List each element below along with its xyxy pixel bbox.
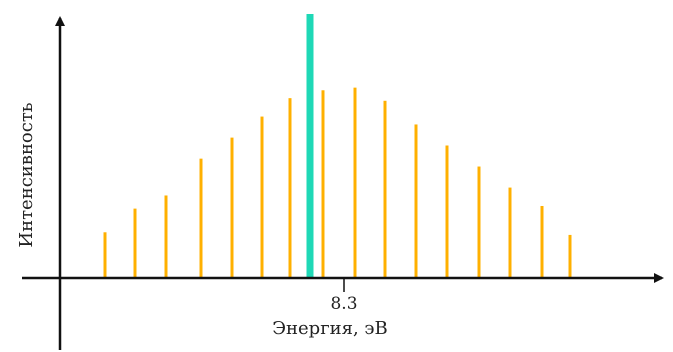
peak-bar <box>306 14 314 277</box>
spectrum-bar <box>477 166 481 277</box>
spectrum-bar <box>321 90 325 278</box>
spectrum-bar <box>568 234 572 277</box>
spectrum-bar <box>288 98 292 277</box>
spectrum-bar <box>540 205 544 277</box>
spectrum-bar <box>353 87 357 277</box>
bars-group <box>103 14 572 278</box>
spectrum-bar <box>414 124 418 278</box>
y-axis-label: Интенсивность <box>16 102 37 247</box>
spectrum-bar <box>260 116 264 277</box>
spectrum-bar <box>199 158 203 277</box>
spectrum-bar <box>103 232 107 277</box>
spectrum-bar <box>133 208 137 277</box>
x-tick-label: 8.3 <box>330 294 357 314</box>
x-axis-label: Энергия, эВ <box>272 318 387 339</box>
spectrum-bar <box>445 145 449 277</box>
spectrum-bar <box>230 137 234 277</box>
spectrum-bar <box>508 187 512 277</box>
spectrum-bar <box>383 100 387 277</box>
spectrum-bar <box>164 195 168 277</box>
